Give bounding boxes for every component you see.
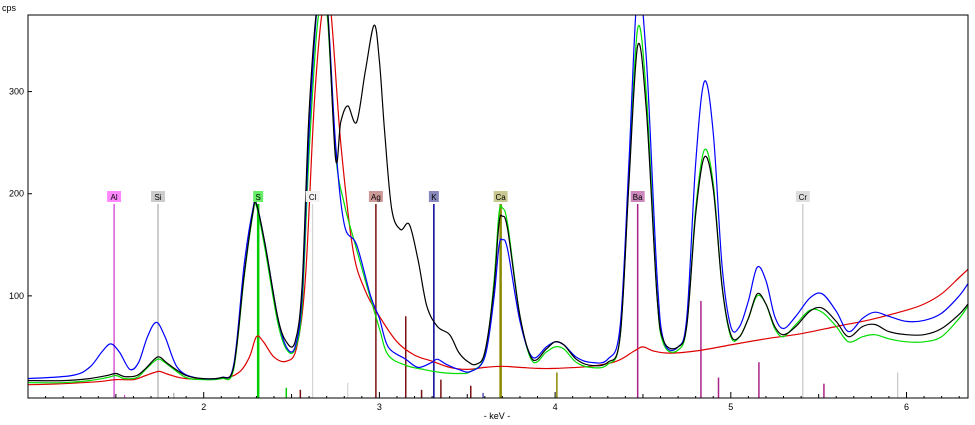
y-tick-label-2: 300	[9, 87, 24, 97]
plot-area	[28, 15, 968, 398]
element-badge-si	[151, 191, 166, 202]
spectrum-series-3	[28, 15, 968, 386]
element-marker-cr: Cr	[795, 191, 810, 202]
x-axis-label: - keV -	[484, 411, 511, 421]
plot-frame	[27, 14, 969, 399]
element-marker-k: K	[428, 191, 439, 202]
element-badge-cr	[795, 191, 810, 202]
element-badge-cl	[305, 191, 320, 202]
element-badge-ag	[368, 191, 383, 202]
element-marker-ba: Ba	[630, 191, 645, 202]
x-tick-label-4: 6	[904, 402, 909, 412]
element-label-ag: Ag	[371, 193, 381, 202]
element-badge-k	[428, 191, 439, 202]
element-badge-ba	[630, 191, 645, 202]
x-tick-label-1: 3	[377, 402, 382, 412]
x-tick-label-3: 5	[728, 402, 733, 412]
spectrum-series-1	[28, 15, 968, 380]
y-axis-label: cps	[2, 3, 17, 13]
element-label-k: K	[431, 193, 437, 202]
element-marker-ag: Ag	[368, 191, 383, 202]
element-marker-al: Al	[107, 191, 122, 202]
element-label-si: Si	[154, 193, 161, 202]
element-marker-cl: Cl	[305, 191, 320, 202]
y-tick-label-0: 100	[9, 291, 24, 301]
element-badge-ca	[493, 191, 508, 202]
element-marker-ca: Ca	[493, 191, 508, 202]
element-label-al: Al	[111, 193, 118, 202]
element-label-ca: Ca	[496, 193, 507, 202]
element-marker-s: S	[253, 191, 264, 202]
element-label-s: S	[255, 193, 260, 202]
y-tick-label-1: 200	[9, 189, 24, 199]
spectrum-series-0	[28, 15, 968, 382]
element-marker-si: Si	[151, 191, 166, 202]
element-label-ba: Ba	[633, 193, 643, 202]
element-label-cr: Cr	[799, 193, 808, 202]
x-tick-label-0: 2	[201, 402, 206, 412]
element-label-cl: Cl	[309, 193, 317, 202]
element-badge-s	[253, 191, 264, 202]
x-tick-label-2: 4	[553, 402, 558, 412]
element-badge-al	[107, 191, 122, 202]
